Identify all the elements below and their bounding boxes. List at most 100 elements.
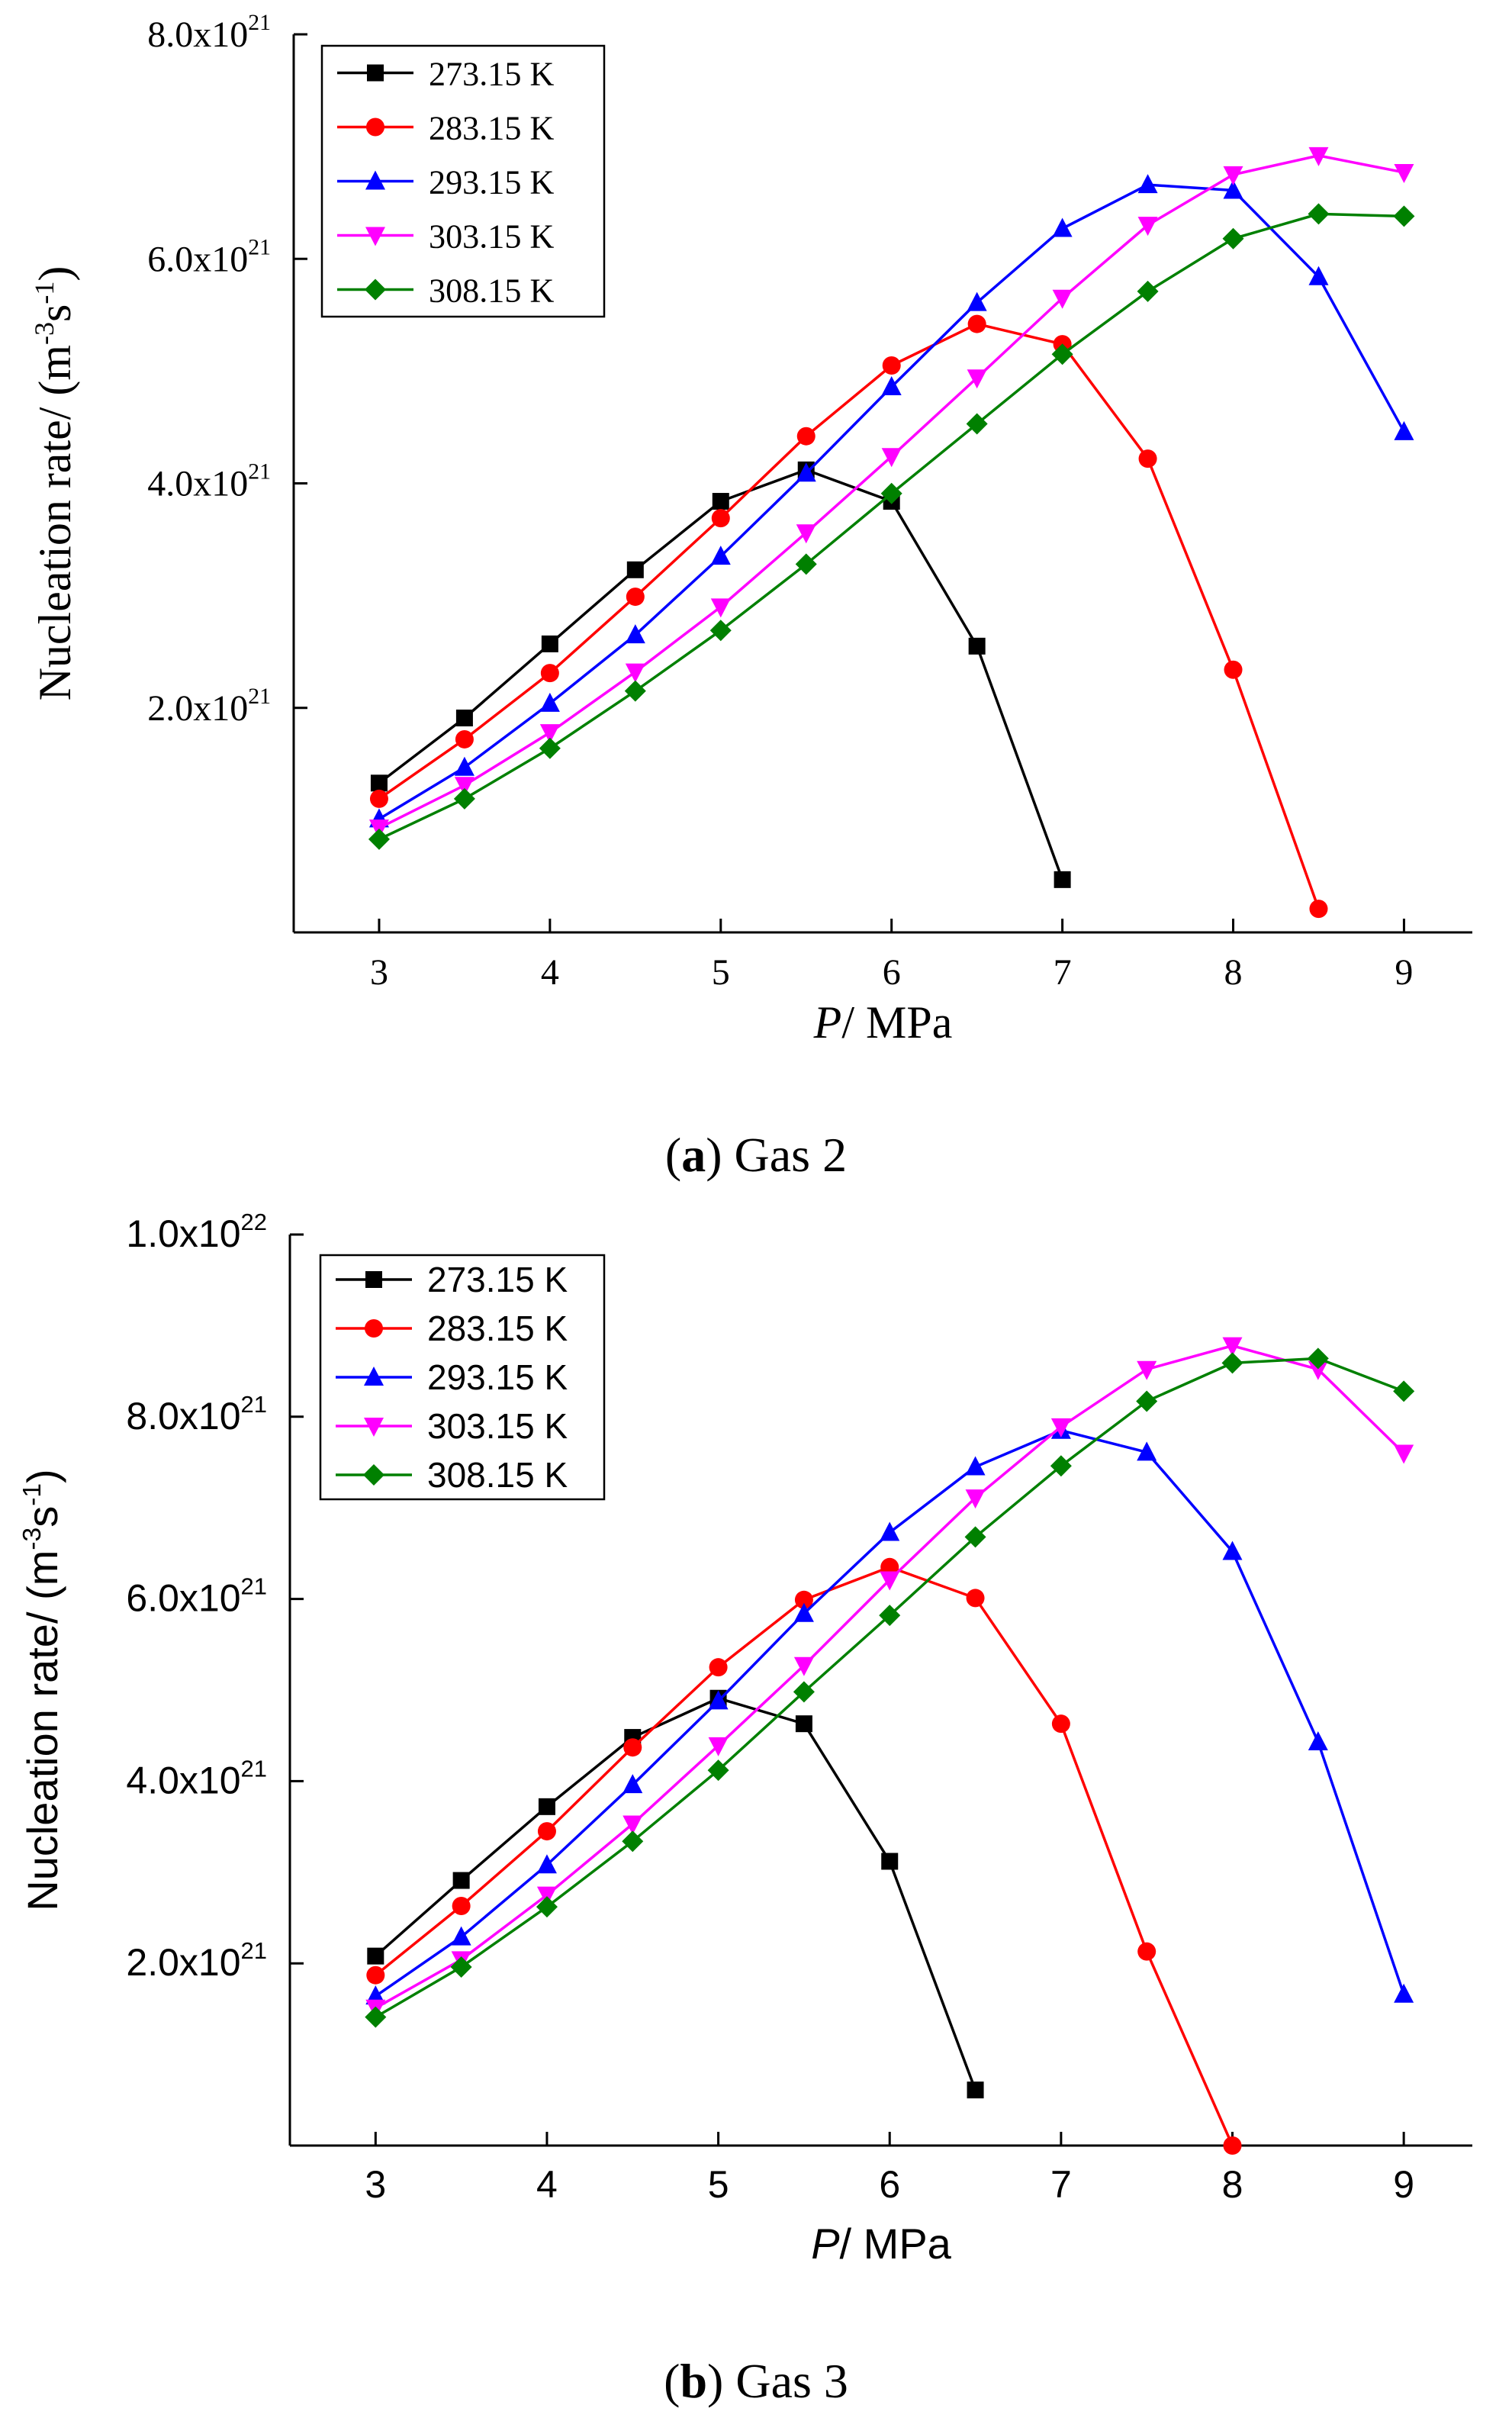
- data-point-b-0: [795, 1715, 812, 1733]
- x-tick-label-b: 4: [536, 2163, 558, 2206]
- legend-label-a-0: 273.15 K: [429, 56, 554, 93]
- data-point-b-1: [966, 1589, 985, 1608]
- legend-marker-a-2: [365, 170, 385, 190]
- legend-marker-a-3: [365, 227, 385, 246]
- caption-b: (b) Gas 3: [664, 2354, 848, 2408]
- data-point-a-4: [1308, 203, 1330, 225]
- data-point-a-2: [1223, 179, 1243, 199]
- data-point-b-3: [708, 1737, 729, 1756]
- caption-b-letter: b: [680, 2354, 707, 2408]
- legend-b: 273.15 K 283.15 K 293.15 K 303.15 K 308.15 K: [319, 1254, 606, 1501]
- data-point-b-3: [1050, 1418, 1071, 1437]
- data-point-a-2: [1394, 420, 1414, 440]
- legend-marker-a-0: [367, 64, 384, 82]
- data-point-b-4: [365, 2006, 387, 2028]
- data-point-a-3: [1052, 289, 1073, 309]
- data-point-a-1: [882, 356, 901, 375]
- legend-marker-a-1: [366, 118, 384, 137]
- data-point-b-2: [451, 1926, 471, 1946]
- data-point-a-4: [1393, 205, 1415, 227]
- x-tick-label-b: 6: [879, 2163, 900, 2206]
- data-point-a-3: [539, 724, 560, 744]
- series-a-283-15-K: [369, 314, 1328, 919]
- data-point-a-4: [966, 413, 988, 435]
- data-point-a-1: [1138, 449, 1157, 468]
- data-point-b-2: [1308, 1731, 1328, 1751]
- legend-marker-b-1: [365, 1319, 383, 1338]
- data-point-b-3: [1394, 1444, 1414, 1464]
- data-point-a-4: [624, 680, 646, 702]
- data-point-a-1: [1309, 900, 1328, 919]
- data-point-a-3: [1223, 166, 1243, 185]
- data-point-b-3: [793, 1656, 814, 1676]
- y-tick-label-a: 2.0x1021: [147, 684, 271, 729]
- data-point-a-3: [967, 369, 987, 389]
- legend-marker-b-3: [364, 1418, 384, 1437]
- data-point-a-3: [710, 598, 731, 618]
- data-point-b-2: [880, 1521, 900, 1541]
- legend-marker-b-2: [364, 1367, 384, 1386]
- y-axis-title-a: Nucleation rate/ (m-3s-1): [29, 266, 80, 701]
- data-point-a-0: [455, 709, 473, 726]
- series-b-273-15-K: [367, 1689, 984, 2099]
- data-point-b-3: [880, 1571, 900, 1591]
- data-point-a-1: [1224, 660, 1243, 679]
- data-point-a-0: [626, 561, 644, 578]
- data-point-a-3: [1137, 217, 1158, 237]
- legend-a: 273.15 K 283.15 K 293.15 K 303.15 K 308.15 K: [320, 44, 606, 318]
- data-point-b-2: [1394, 1983, 1414, 2003]
- y-tick-label-a: 4.0x1021: [147, 459, 271, 504]
- data-point-b-4: [1050, 1455, 1072, 1477]
- data-point-b-1: [709, 1658, 728, 1677]
- data-point-b-0: [452, 1872, 470, 1889]
- data-point-b-4: [1136, 1390, 1158, 1412]
- data-point-a-4: [368, 828, 390, 850]
- data-point-a-1: [711, 509, 730, 528]
- data-point-a-2: [1052, 217, 1073, 237]
- x-tick-label-a: 3: [370, 952, 388, 993]
- legend-label-b-3: 303.15 K: [427, 1406, 568, 1446]
- legend-label-a-1: 283.15 K: [429, 110, 554, 147]
- data-point-b-1: [794, 1590, 813, 1609]
- data-point-b-4: [450, 1956, 472, 1978]
- data-point-b-4: [1393, 1380, 1415, 1402]
- data-point-b-4: [622, 1830, 644, 1853]
- y-tick-label-b: 2.0x1021: [126, 1937, 267, 1984]
- data-point-a-2: [454, 756, 475, 776]
- data-point-b-4: [879, 1605, 901, 1627]
- data-point-b-4: [793, 1681, 815, 1703]
- data-point-a-4: [709, 620, 732, 642]
- caption-a-letter: a: [681, 1128, 706, 1182]
- data-point-a-2: [796, 462, 816, 482]
- series-line-a-0: [378, 468, 1064, 881]
- legend-label-a-4: 308.15 K: [429, 272, 554, 310]
- data-point-a-2: [881, 375, 902, 395]
- data-point-b-1: [1223, 2136, 1242, 2155]
- x-tick-label-b: 7: [1050, 2163, 1072, 2206]
- caption-a: (a) Gas 2: [665, 1128, 847, 1182]
- x-axis-title-a: P/ MPa: [813, 997, 953, 1048]
- data-point-b-1: [1137, 1942, 1157, 1961]
- data-point-a-2: [539, 692, 560, 712]
- data-point-a-1: [369, 789, 388, 808]
- data-point-a-0: [968, 637, 986, 655]
- data-point-a-0: [541, 635, 558, 652]
- data-point-a-2: [1137, 174, 1158, 194]
- data-point-a-0: [712, 493, 729, 510]
- data-point-b-4: [1307, 1347, 1329, 1370]
- data-point-b-3: [1308, 1360, 1328, 1380]
- legend-label-a-3: 303.15 K: [429, 218, 554, 256]
- data-point-b-2: [1222, 1540, 1243, 1560]
- data-point-b-1: [452, 1896, 471, 1915]
- data-point-b-2: [536, 1854, 557, 1874]
- y-tick-label-a: 8.0x1021: [147, 10, 271, 55]
- data-point-b-1: [366, 1965, 385, 1985]
- series-a-293-15-K: [368, 174, 1414, 828]
- data-point-a-3: [454, 777, 475, 797]
- series-b-293-15-K: [365, 1419, 1414, 2005]
- series-b-308-15-K: [365, 1347, 1415, 2028]
- x-tick-label-b: 3: [365, 2163, 386, 2206]
- series-b-283-15-K: [366, 1557, 1242, 2155]
- data-point-a-1: [626, 588, 645, 607]
